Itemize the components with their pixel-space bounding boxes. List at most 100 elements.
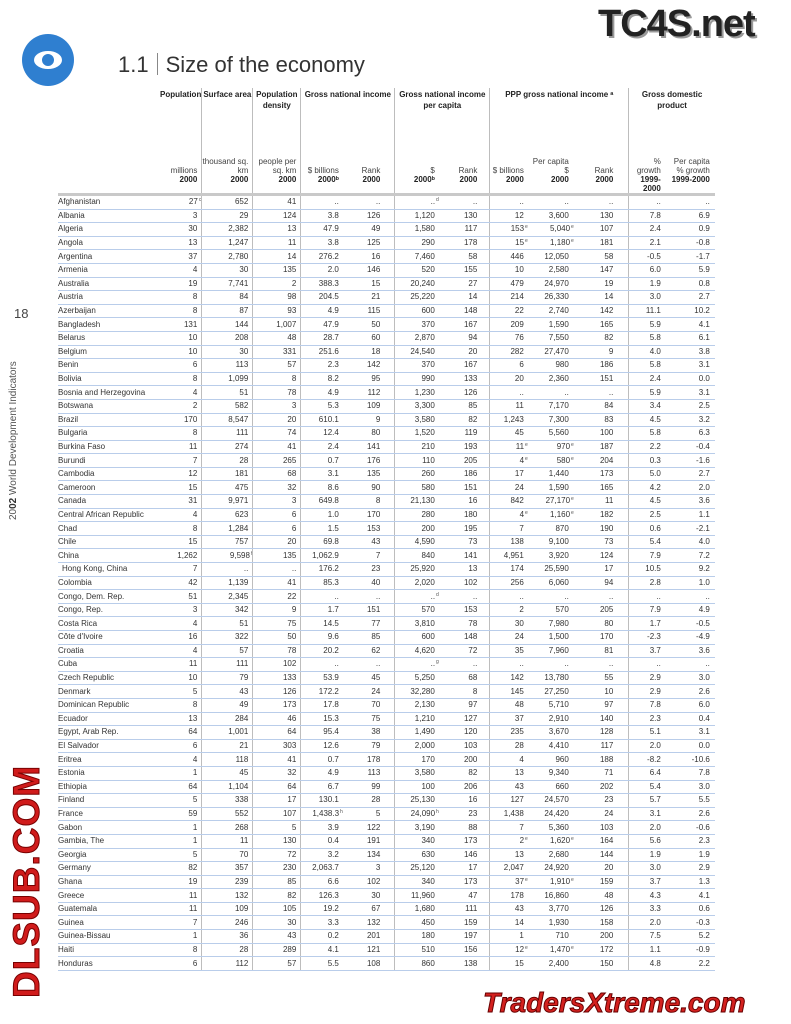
table-cell: 1 [160, 929, 203, 944]
table-cell: ..g [394, 657, 439, 672]
table-cell: 132 [201, 888, 254, 903]
country-name: Eritrea [58, 752, 160, 767]
table-cell: 19 [574, 277, 630, 292]
table-row: Germany 82 357 230 2,063.7 3 25,120 17 2,047 24,9… [58, 861, 715, 876]
table-cell: 109 [342, 399, 396, 414]
table-cell: .. [664, 589, 715, 604]
column-year: 1999-2000 [664, 175, 715, 196]
table-row: Finland 5 338 17 130.1 28 25,130 16 127 24,570 23 5… [58, 793, 715, 808]
table-cell: 80 [342, 426, 396, 441]
table-cell: 124 [574, 548, 630, 564]
table-cell: 195 [438, 521, 491, 536]
table-cell: 97 [574, 698, 630, 713]
table-cell: 6.4 [628, 766, 665, 781]
table-cell: 4 [160, 752, 203, 767]
table-cell: 108 [342, 956, 396, 971]
table-cell: -10.6 [664, 752, 715, 767]
country-name: Haiti [58, 943, 160, 958]
table-row: Belarus 10 208 48 28.7 60 2,870 94 76 7,550 82 5.8 6… [58, 331, 715, 346]
table-row: Honduras 6 112 57 5.5 108 860 138 15 2,400 150 4.8 2… [58, 956, 715, 971]
table-cell: 5 [160, 848, 203, 863]
table-cell: 71 [574, 766, 630, 781]
table-cell: 1,180e [527, 236, 575, 251]
table-cell: 17.8 [300, 698, 343, 713]
table-cell: -0.4 [664, 440, 715, 455]
table-cell: 7,741 [201, 277, 254, 292]
table-cell: 8,547 [201, 413, 254, 428]
table-cell: 29 [201, 209, 254, 224]
table-cell: 14 [489, 915, 528, 931]
table-cell: 710 [527, 929, 575, 944]
table-cell: 1,470e [527, 943, 575, 958]
table-cell: 6 [489, 358, 528, 373]
table-cell: 30 [201, 263, 254, 278]
table-cell: 126 [252, 684, 302, 699]
table-cell: 5.4 [628, 535, 665, 550]
running-title: 2002 World Development Indicators [8, 361, 20, 520]
table-cell: 1.3 [664, 875, 715, 890]
table-cell: 148 [438, 630, 491, 645]
country-name: Congo, Rep. [58, 603, 160, 618]
table-cell: 331 [252, 345, 302, 360]
table-cell: 74 [252, 426, 302, 441]
country-name: Botswana [58, 399, 160, 414]
table-cell: 107 [574, 222, 630, 237]
table-cell: 3.9 [300, 820, 343, 835]
table-cell: 2,910 [527, 712, 575, 727]
table-cell: 0.0 [664, 739, 715, 754]
table-cell: 7,300 [527, 413, 575, 428]
column-unit: Rank [342, 155, 396, 175]
table-cell: 8 [160, 943, 203, 958]
table-cell: 7 [160, 915, 203, 931]
table-cell: 41 [252, 752, 302, 767]
country-name: Cuba [58, 657, 160, 672]
country-name: El Salvador [58, 739, 160, 754]
table-row: Chad 8 1,284 6 1.5 153 200 195 7 870 190 0.6 -2.1 [58, 521, 715, 536]
table-cell: 660 [527, 780, 575, 795]
table-cell: 2.5 [628, 508, 665, 523]
table-cell: 28.7 [300, 331, 343, 346]
table-cell: 25,130 [394, 793, 439, 808]
table-cell: 7,980 [527, 616, 575, 631]
table-cell: 11,960 [394, 888, 439, 903]
header-blank [58, 155, 160, 175]
table-cell: 2 [160, 399, 203, 414]
table-cell: 25,590 [527, 562, 575, 577]
table-cell: 79 [342, 739, 396, 754]
table-cell: 113 [201, 358, 254, 373]
table-cell: 3.3 [300, 915, 343, 931]
table-cell: 3,190 [394, 820, 439, 835]
table-row: Ecuador 13 284 46 15.3 75 1,210 127 37 2,910 140 2.… [58, 712, 715, 727]
table-cell: 107 [252, 807, 302, 822]
table-cell: 23 [342, 562, 396, 577]
table-cell: 2.5 [664, 399, 715, 414]
table-cell: 3.8 [664, 345, 715, 360]
table-cell: 388.3 [300, 277, 343, 292]
country-name: Costa Rica [58, 616, 160, 631]
table-cell: 7.2 [664, 548, 715, 564]
table-cell: 84 [574, 399, 630, 414]
table-cell: 1,438 [489, 807, 528, 822]
table-cell: 9 [574, 345, 630, 360]
table-cell: 340 [394, 875, 439, 890]
table-cell: .. [489, 589, 528, 604]
table-cell: 1.7 [628, 616, 665, 631]
table-cell: 1.9 [628, 277, 665, 292]
table-cell: 3,580 [394, 766, 439, 781]
table-cell: 128 [574, 725, 630, 740]
table-cell: 146 [438, 848, 491, 863]
table-row: Gabon 1 268 5 3.9 122 3,190 88 7 5,360 103 2.0 -0.6 [58, 820, 715, 835]
table-cell: 148 [438, 304, 491, 319]
table-cell: 0.3 [628, 453, 665, 468]
table-cell: 15.3 [300, 712, 343, 727]
table-cell: 1,007 [252, 317, 302, 332]
table-cell: 6,060 [527, 576, 575, 591]
table-row: Guatemala 11 109 105 19.2 67 1,680 111 43 3,770 12… [58, 902, 715, 917]
table-cell: 206 [438, 780, 491, 795]
table-cell: 9,340 [527, 766, 575, 781]
section-title: Size of the economy [165, 52, 365, 77]
table-cell: .. [527, 589, 575, 604]
table-cell: 1,590 [527, 480, 575, 496]
table-cell: 138 [438, 956, 491, 971]
table-cell: 98 [252, 290, 302, 305]
